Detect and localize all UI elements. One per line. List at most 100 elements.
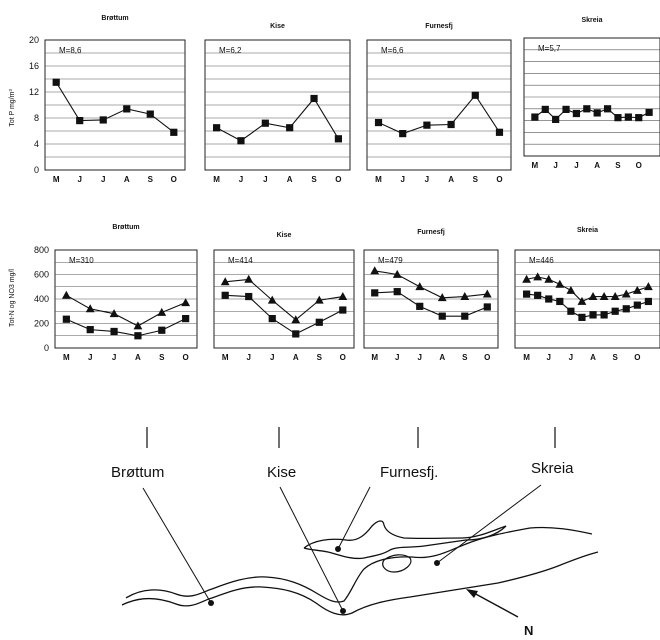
leader-line-furnesfj <box>337 486 371 550</box>
data-point-triangle <box>610 291 620 300</box>
x-tick-label: J <box>270 353 274 362</box>
charts-layer: Brøttum M=8,6 20 16 12 8 4 0 M J J A S O Kise M=6,2 M J J A… <box>29 15 660 362</box>
leader-line-skreia <box>436 484 542 564</box>
north-label: N <box>524 623 533 638</box>
series-line-square <box>55 81 175 133</box>
x-tick-label: J <box>88 353 92 362</box>
data-point-square <box>471 91 479 99</box>
series-line-square <box>526 293 649 318</box>
data-point-triangle <box>338 291 348 300</box>
x-tick-label: J <box>101 175 105 184</box>
mean-annotation: M=5,7 <box>538 44 561 53</box>
data-point-triangle <box>577 296 587 305</box>
x-tick-label: O <box>335 175 341 184</box>
chart-title: Brøttum <box>101 15 128 22</box>
x-tick-label: S <box>159 353 165 362</box>
y-tick-label: 12 <box>29 87 39 97</box>
x-tick-label: J <box>569 353 573 362</box>
chart-panel-6: Kise M=414 M J J A S O <box>213 232 355 362</box>
data-point-square <box>146 110 154 118</box>
data-point-triangle <box>544 274 554 283</box>
north-arrow-head <box>466 589 478 598</box>
y-tick-label: 0 <box>34 165 39 175</box>
x-tick-label: M <box>523 353 530 362</box>
x-tick-label: O <box>634 353 640 362</box>
x-tick-label: J <box>547 353 551 362</box>
data-point-square <box>374 118 383 127</box>
data-point-triangle <box>157 307 167 316</box>
leader-line-brottum <box>142 487 212 604</box>
data-point-square <box>158 326 166 334</box>
x-tick-label: J <box>246 353 250 362</box>
lake-shore-north <box>125 526 593 603</box>
lake-shore-furnesfj <box>303 520 507 560</box>
data-point-triangle <box>220 277 230 286</box>
data-point-square <box>447 120 455 129</box>
x-tick-label: S <box>462 353 468 362</box>
lake-island <box>382 554 412 573</box>
data-point-square <box>562 105 570 113</box>
series-line-square <box>216 97 339 142</box>
data-point-square <box>245 292 253 301</box>
x-tick-label: O <box>484 353 490 362</box>
data-point-square <box>423 121 431 129</box>
x-tick-label: S <box>615 161 621 170</box>
y-tick-label: 20 <box>29 35 39 45</box>
data-point-square <box>572 109 581 118</box>
data-point-square <box>603 105 612 113</box>
mean-annotation: M=6,6 <box>381 46 404 55</box>
mean-annotation: M=414 <box>228 256 253 265</box>
data-point-square <box>292 330 300 338</box>
series-line-triangle <box>374 270 488 299</box>
x-tick-label: S <box>473 175 479 184</box>
data-point-square <box>134 332 142 340</box>
data-point-square <box>170 128 178 136</box>
x-tick-label: A <box>590 353 596 362</box>
station-point-brottum <box>208 600 214 606</box>
mean-annotation: M=479 <box>378 256 403 265</box>
data-point-square <box>110 327 118 336</box>
x-tick-label: M <box>222 353 229 362</box>
data-point-triangle <box>632 285 642 294</box>
x-tick-label: O <box>340 353 346 362</box>
data-point-square <box>237 137 245 145</box>
series-line-square <box>374 291 488 317</box>
station-point-furnesfj <box>335 546 341 552</box>
chart-title: Kise <box>270 23 285 30</box>
data-point-triangle <box>522 274 531 283</box>
x-tick-label: A <box>594 161 600 170</box>
data-point-square <box>531 113 539 121</box>
x-tick-label: J <box>112 353 116 362</box>
data-point-square <box>182 315 190 323</box>
site-label-kise: Kise <box>267 464 296 481</box>
chart-title: Brøttum <box>112 224 139 231</box>
data-point-triangle <box>437 293 447 302</box>
x-tick-label: S <box>317 353 323 362</box>
x-tick-label: S <box>311 175 317 184</box>
chart-panel-1: Brøttum M=8,6 20 16 12 8 4 0 M J J A S O <box>29 15 186 184</box>
x-tick-label: O <box>183 353 189 362</box>
data-point-triangle <box>644 282 653 291</box>
y-tick-label: 16 <box>29 61 39 71</box>
data-point-triangle <box>588 291 598 300</box>
data-point-square <box>213 124 221 132</box>
x-tick-label: O <box>636 161 642 170</box>
x-tick-label: J <box>395 353 399 362</box>
x-tick-label: M <box>53 175 60 184</box>
data-point-square <box>315 318 323 326</box>
data-point-square <box>556 297 564 306</box>
data-point-triangle <box>370 266 380 275</box>
x-tick-label: A <box>287 175 293 184</box>
chart-panel-7: Furnesfj M=479 M J J A S O <box>363 229 499 362</box>
chart-title: Furnesfj <box>417 229 445 236</box>
data-point-square <box>483 303 491 311</box>
data-point-triangle <box>415 282 425 291</box>
data-point-triangle <box>291 315 301 324</box>
data-point-square <box>286 124 294 132</box>
data-point-square <box>261 119 269 127</box>
data-point-square <box>268 315 276 323</box>
data-point-square <box>221 291 229 299</box>
data-point-square <box>614 114 622 122</box>
data-point-square <box>578 313 586 321</box>
